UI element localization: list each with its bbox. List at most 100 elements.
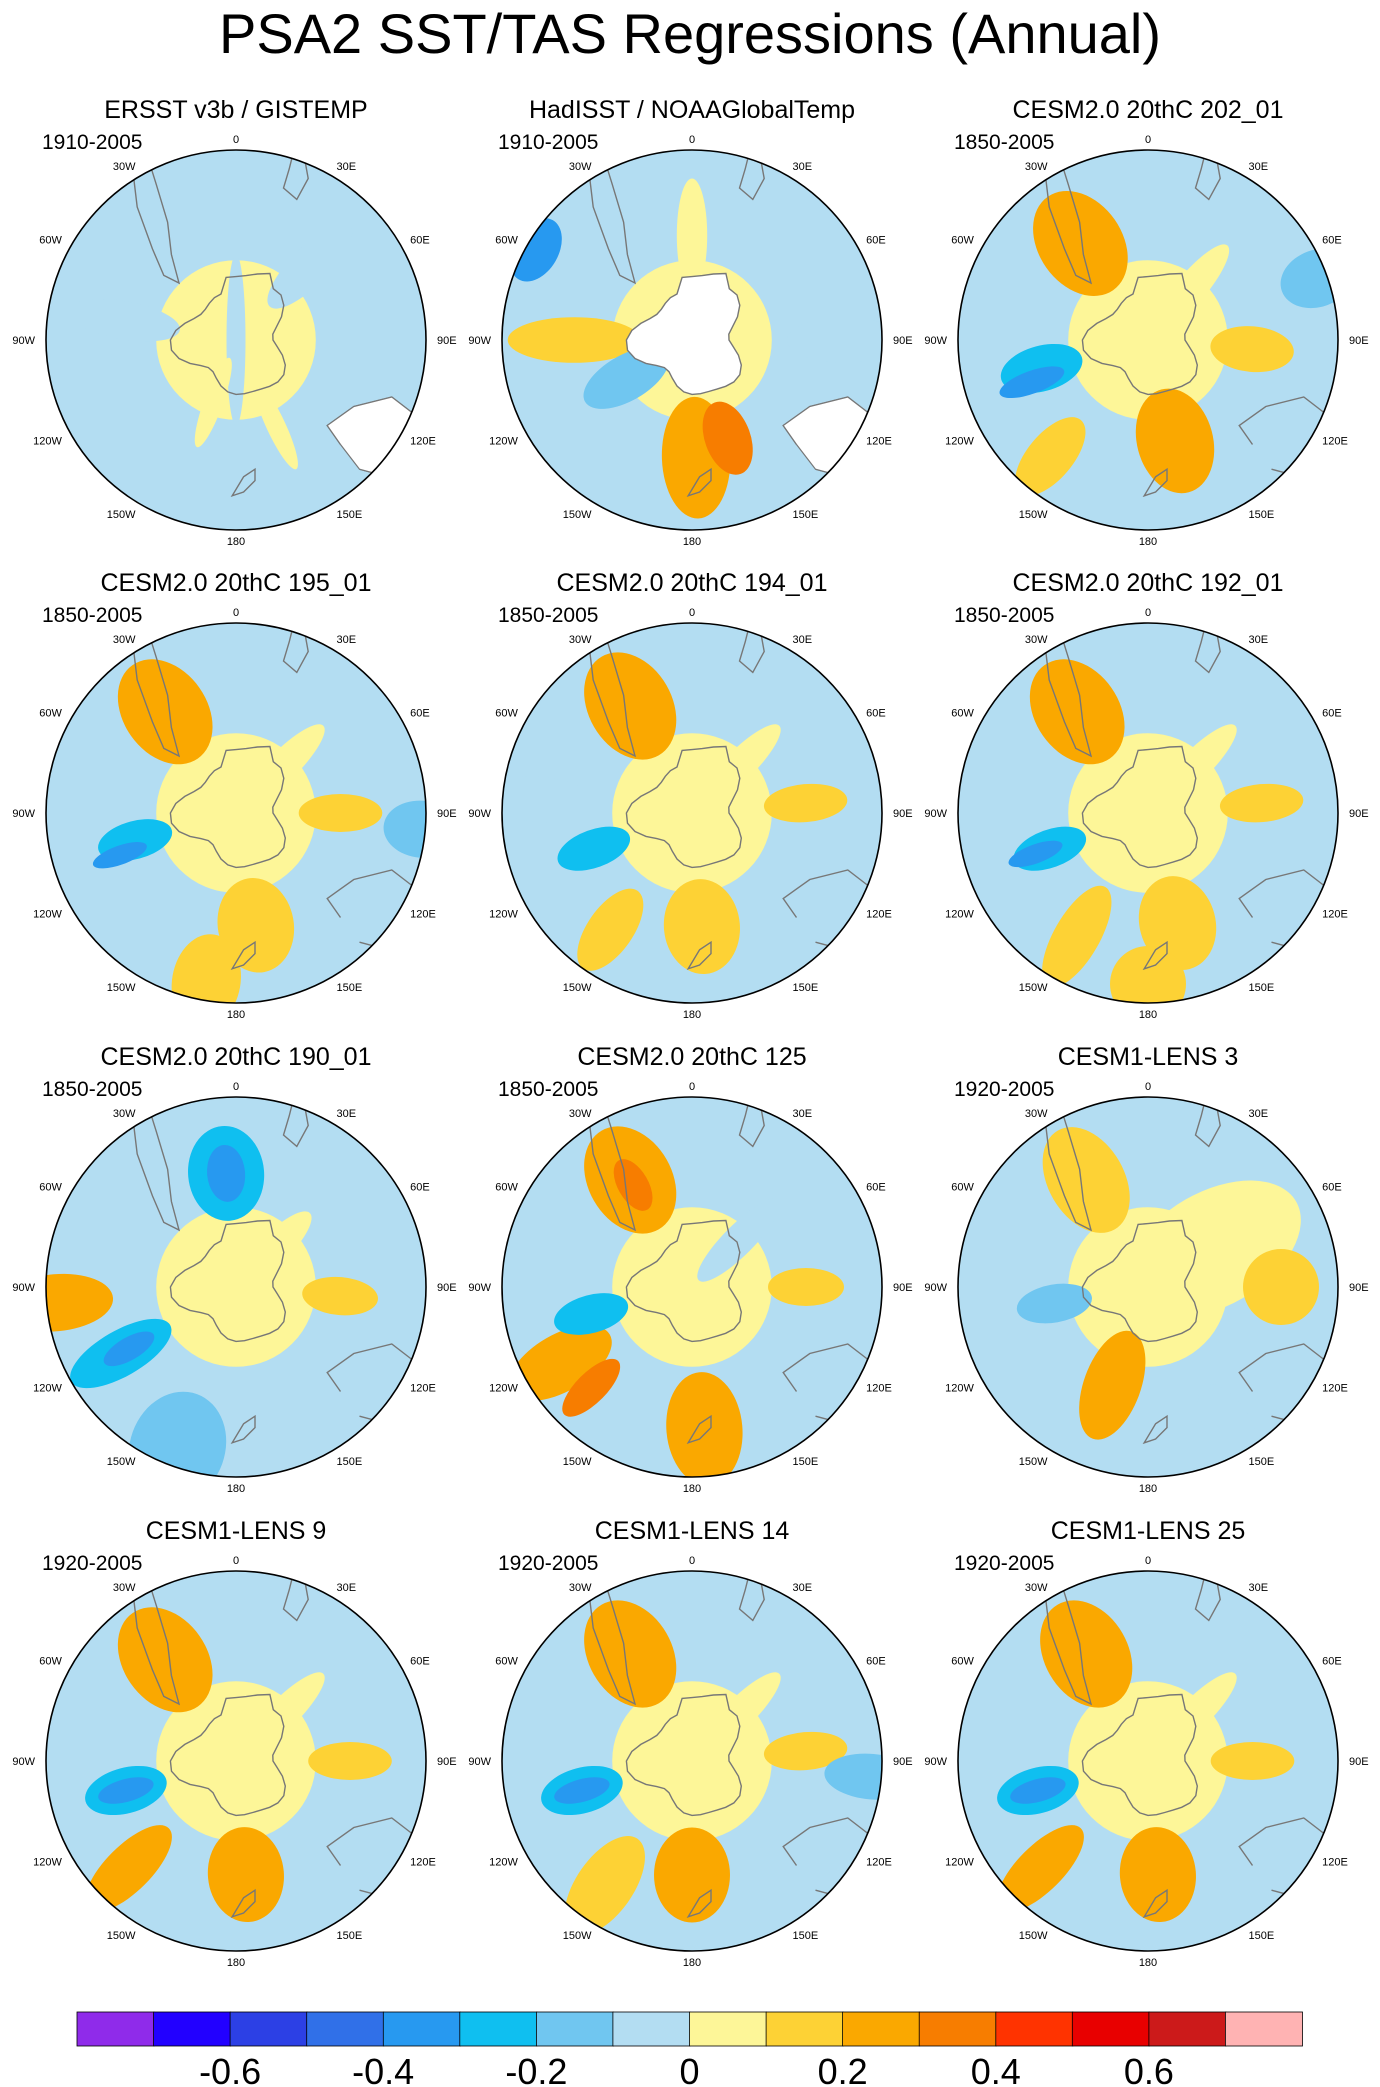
antarctica-outline [169, 1219, 287, 1343]
contour-region [241, 1672, 325, 1756]
panel-title: HadISST / NOAAGlobalTemp [528, 96, 856, 124]
colorbar-swatch [765, 2011, 844, 2047]
longitude-label: 120E [410, 909, 436, 921]
contour-region [1040, 1600, 1133, 1708]
colorbar-swatch [229, 2011, 308, 2047]
contour-region [1138, 876, 1217, 971]
new-zealand-coast [230, 1414, 256, 1445]
longitude-label: 120W [489, 1857, 518, 1869]
longitude-label: 0 [689, 1555, 695, 1567]
contour-region [226, 254, 246, 426]
longitude-label: 150W [563, 509, 592, 521]
contour-region [46, 1273, 114, 1332]
antarctica-outline [1081, 1219, 1199, 1343]
south-america-coast [586, 153, 637, 285]
contour-region [1197, 1384, 1260, 1470]
longitude-label: 60W [951, 1656, 974, 1668]
panel-period: 1920-2005 [954, 1552, 1055, 1575]
longitude-label: 60W [495, 235, 518, 247]
figure-title: PSA2 SST/TAS Regressions (Annual) [218, 2, 1162, 65]
contour-region [217, 878, 295, 973]
longitude-label: 30E [1249, 1108, 1269, 1120]
map-panel: 0 30E 60E 90E 120E 150E 180 150W 120W 90W 60W 30W CE… [462, 1042, 922, 1517]
panel-period: 1920-2005 [954, 1078, 1055, 1101]
colorbar-tick-label: 0 [679, 2051, 699, 2087]
contour-region [302, 1276, 378, 1316]
colorbar-swatch [153, 2011, 232, 2047]
contour-region [577, 888, 644, 971]
contour-region [207, 1827, 284, 1923]
contour-region [1033, 191, 1128, 296]
colorbar-swatch [842, 2011, 921, 2047]
longitude-label: 180 [227, 1957, 245, 1969]
longitude-label: 0 [1145, 607, 1151, 619]
longitude-label: 90E [437, 335, 457, 347]
longitude-label: 90W [468, 335, 491, 347]
panel-period: 1850-2005 [954, 131, 1055, 154]
polar-map: 0 30E 60E 90E 120E 150E 180 150W 120W 90W 60W 30W [924, 1081, 1368, 1495]
contour-region [676, 178, 708, 293]
longitude-label: 30E [337, 1108, 357, 1120]
new-zealand-coast [230, 467, 256, 498]
map-border [957, 1570, 1339, 1952]
longitude-label: 30E [1249, 634, 1269, 646]
longitude-label: 150E [337, 509, 363, 521]
polar-map: 0 30E 60E 90E 120E 150E 180 150W 120W 90W 60W 30W [12, 607, 456, 1021]
africa-coast [1194, 626, 1221, 674]
polar-map: 0 30E 60E 90E 120E 150E 180 150W 120W 90W 60W 30W [924, 607, 1368, 1021]
panel-title: CESM2.0 20thC 125 [577, 1043, 807, 1071]
panel-period: 1920-2005 [498, 1552, 599, 1575]
longitude-label: 120E [866, 1383, 892, 1395]
new-zealand-coast [230, 940, 256, 971]
contour-region [654, 1827, 730, 1923]
longitude-label: 30E [793, 1108, 813, 1120]
contour-region [1135, 388, 1215, 494]
longitude-label: 60E [410, 235, 430, 247]
colorbar-swatch [382, 2011, 461, 2047]
contour-region [557, 826, 631, 871]
antarctica-outline [1081, 272, 1199, 396]
longitude-label: 180 [227, 1009, 245, 1021]
south-america-coast [130, 1100, 181, 1232]
panel-title: CESM2.0 20thC 202_01 [1012, 96, 1284, 124]
longitude-label: 90E [1349, 1756, 1369, 1768]
longitude-label: 120W [945, 436, 974, 448]
longitude-label: 120W [33, 436, 62, 448]
panel-title: CESM2.0 20thC 195_01 [100, 569, 372, 597]
longitude-label: 120W [33, 909, 62, 921]
contour-region [564, 1836, 645, 1935]
panel-title: CESM1-LENS 3 [1057, 1043, 1239, 1071]
contour-region [1243, 1249, 1319, 1325]
colorbar-swatch [536, 2011, 614, 2047]
map-panel: 0 30E 60E 90E 120E 150E 180 150W 120W 90W 60W 30W Ha… [462, 95, 922, 570]
panel-period: 1910-2005 [498, 131, 599, 154]
contour-region [267, 223, 353, 309]
africa-coast [738, 626, 765, 674]
south-america-coast [586, 626, 637, 758]
colorbar-tick-label: -0.6 [199, 2051, 261, 2087]
contour-region [768, 1268, 844, 1306]
longitude-label: 120W [489, 1383, 518, 1395]
contour-region [1210, 1742, 1295, 1780]
new-zealand-coast [1142, 940, 1168, 971]
contour-region [1042, 885, 1112, 988]
longitude-label: 0 [689, 1081, 695, 1093]
longitude-label: 60E [866, 235, 886, 247]
contour-region [584, 1600, 677, 1708]
longitude-label: 120W [489, 909, 518, 921]
new-zealand-coast [686, 1888, 712, 1919]
polar-map: 0 30E 60E 90E 120E 150E 180 150W 120W 90W 60W 30W [12, 1555, 456, 1969]
longitude-label: 30E [793, 1582, 813, 1594]
longitude-label: 0 [233, 134, 239, 146]
longitude-label: 90E [893, 1756, 913, 1768]
longitude-label: 30W [1025, 634, 1048, 646]
contour-region [1152, 244, 1230, 334]
south-america-coast [130, 153, 181, 285]
longitude-label: 30W [1025, 1582, 1048, 1594]
colorbar-tick-label: 0.2 [818, 2051, 868, 2087]
south-america-coast [130, 626, 181, 758]
panel-title: CESM1-LENS 14 [594, 1517, 790, 1545]
polar-map: 0 30E 60E 90E 120E 150E 180 150W 120W 90W 60W 30W [468, 607, 912, 1021]
new-zealand-coast [1142, 1414, 1168, 1445]
longitude-label: 120E [1322, 1383, 1348, 1395]
